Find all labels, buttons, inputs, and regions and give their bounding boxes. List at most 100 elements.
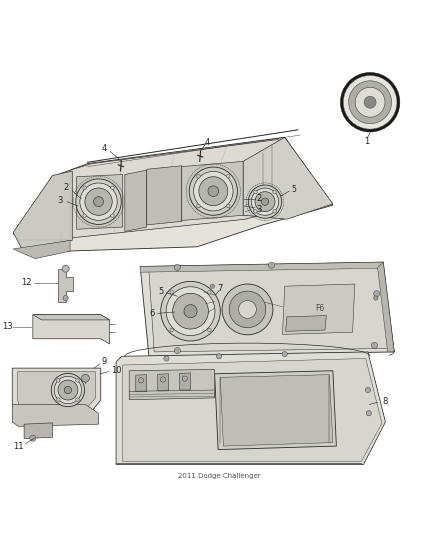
Circle shape [229, 291, 266, 328]
Circle shape [94, 197, 103, 207]
Circle shape [54, 376, 81, 403]
Polygon shape [123, 359, 382, 462]
Text: 13: 13 [2, 322, 12, 331]
Circle shape [173, 293, 208, 329]
Text: 8: 8 [382, 397, 387, 406]
Circle shape [76, 179, 121, 224]
Circle shape [248, 185, 282, 219]
Text: 5: 5 [158, 287, 163, 296]
Circle shape [239, 301, 256, 318]
Circle shape [340, 72, 400, 132]
Polygon shape [33, 314, 110, 344]
Circle shape [85, 188, 112, 215]
Circle shape [138, 378, 144, 383]
Circle shape [174, 264, 180, 270]
Circle shape [282, 351, 287, 357]
Polygon shape [215, 371, 336, 449]
Polygon shape [243, 138, 333, 219]
Polygon shape [220, 375, 333, 446]
Polygon shape [129, 369, 215, 400]
Text: 9: 9 [101, 357, 106, 366]
Circle shape [160, 377, 166, 382]
Polygon shape [12, 405, 99, 426]
Circle shape [184, 305, 197, 318]
Circle shape [174, 348, 180, 354]
Text: 12: 12 [21, 278, 32, 287]
Circle shape [76, 398, 79, 401]
Circle shape [182, 376, 187, 381]
Circle shape [170, 328, 173, 332]
Text: 5: 5 [291, 185, 296, 194]
Circle shape [63, 295, 68, 301]
Polygon shape [149, 268, 389, 352]
Circle shape [164, 356, 169, 361]
Circle shape [76, 378, 79, 382]
Polygon shape [140, 262, 394, 356]
Polygon shape [147, 166, 182, 225]
Circle shape [254, 190, 257, 194]
Polygon shape [13, 138, 333, 251]
Text: 2: 2 [63, 183, 68, 192]
Text: 1: 1 [364, 137, 370, 146]
Text: 3: 3 [257, 205, 262, 214]
Circle shape [62, 265, 69, 272]
Circle shape [58, 380, 78, 400]
Circle shape [210, 284, 215, 288]
Polygon shape [125, 170, 147, 231]
Circle shape [57, 378, 60, 382]
Polygon shape [58, 269, 73, 302]
Circle shape [349, 81, 392, 124]
Polygon shape [286, 316, 326, 332]
Polygon shape [12, 368, 101, 424]
Circle shape [81, 374, 89, 382]
Circle shape [208, 328, 211, 332]
Polygon shape [24, 423, 53, 439]
Circle shape [111, 214, 114, 217]
Polygon shape [18, 372, 95, 416]
Text: 4: 4 [205, 138, 210, 147]
Polygon shape [378, 262, 394, 352]
Circle shape [343, 76, 397, 129]
Circle shape [251, 188, 279, 215]
Polygon shape [136, 375, 147, 392]
Polygon shape [13, 240, 70, 259]
Text: F6: F6 [315, 304, 325, 313]
Circle shape [64, 386, 71, 394]
Circle shape [30, 435, 36, 441]
Circle shape [57, 398, 60, 401]
Text: 7: 7 [217, 284, 223, 293]
Text: 2011 Dodge Challenger: 2011 Dodge Challenger [178, 473, 260, 479]
Circle shape [216, 354, 222, 359]
Circle shape [51, 374, 85, 407]
Circle shape [83, 186, 86, 190]
Polygon shape [180, 373, 191, 390]
Polygon shape [70, 140, 307, 238]
Circle shape [365, 387, 371, 393]
Circle shape [254, 209, 257, 213]
Polygon shape [140, 262, 383, 272]
Circle shape [273, 209, 276, 213]
Polygon shape [182, 161, 243, 221]
Text: 2: 2 [257, 194, 262, 203]
Circle shape [374, 290, 380, 297]
Text: 6: 6 [149, 309, 155, 318]
Circle shape [366, 410, 371, 416]
Circle shape [255, 192, 275, 212]
Circle shape [261, 198, 268, 205]
Text: 11: 11 [13, 442, 24, 451]
Polygon shape [158, 374, 169, 391]
Circle shape [166, 287, 215, 336]
Polygon shape [283, 284, 355, 334]
Circle shape [197, 204, 200, 208]
Circle shape [226, 204, 230, 208]
Circle shape [273, 190, 276, 194]
Circle shape [83, 214, 86, 217]
Text: 4: 4 [101, 144, 106, 153]
Circle shape [222, 284, 273, 335]
Polygon shape [116, 352, 385, 464]
Text: 10: 10 [111, 366, 121, 375]
Circle shape [199, 177, 228, 206]
Circle shape [355, 87, 385, 117]
Polygon shape [13, 171, 72, 249]
Text: 3: 3 [58, 196, 63, 205]
